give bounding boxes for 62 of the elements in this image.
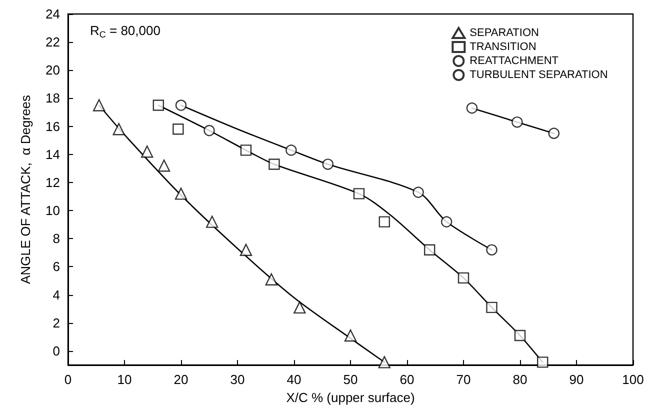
point [175, 100, 187, 111]
point [172, 124, 184, 135]
point [378, 216, 390, 228]
point [206, 216, 218, 228]
legend-label: SEPARATION [470, 27, 539, 39]
y-tick-label: 6 [52, 259, 60, 274]
y-axis-title: ANGLE OF ATTACK, α Degrees [18, 94, 33, 284]
x-tick-label: 100 [622, 372, 644, 387]
x-tick-label: 0 [64, 372, 72, 387]
y-tick-label: 8 [52, 231, 60, 246]
x-tick-label: 10 [117, 372, 132, 387]
point [240, 244, 252, 256]
x-tick-label: 30 [230, 372, 245, 387]
y-tick-label: 10 [46, 203, 60, 218]
point [458, 272, 470, 284]
y-tick-label: 22 [46, 34, 60, 50]
y-tick-label: 18 [46, 90, 60, 106]
point [268, 158, 280, 170]
legend-label: TURBULENT SEPARATION [470, 69, 608, 81]
point [514, 330, 526, 342]
x-tick-label: 60 [400, 372, 414, 387]
x-tick-label: 70 [456, 372, 471, 387]
point [152, 100, 164, 111]
y-tick-label: 16 [46, 118, 60, 134]
x-tick-label: 40 [286, 372, 302, 387]
point [112, 123, 125, 136]
point [344, 329, 357, 342]
legend-label: REATTACHMENT [470, 55, 559, 67]
point [424, 244, 436, 256]
point [548, 128, 560, 139]
point [265, 273, 278, 286]
y-tick-label: 2 [52, 315, 60, 330]
y-tick-label: 20 [46, 62, 60, 78]
y-tick-label: 4 [52, 287, 60, 302]
point [466, 102, 478, 114]
y-tick-label: 0 [52, 343, 60, 358]
point [158, 160, 170, 172]
x-tick-label: 20 [174, 372, 188, 387]
point [92, 99, 106, 112]
point [486, 244, 498, 256]
y-tick-label: 24 [46, 6, 60, 22]
point [174, 188, 188, 200]
point [512, 116, 523, 128]
y-tick-label: 12 [46, 174, 60, 190]
y-tick-label: 14 [46, 146, 60, 162]
point [286, 144, 297, 156]
point [294, 301, 306, 314]
point [378, 356, 390, 368]
legend-label: TRANSITION [470, 41, 536, 53]
point [240, 144, 252, 156]
x-tick-label: 50 [343, 372, 358, 387]
point [141, 145, 154, 158]
point [322, 158, 334, 170]
x-tick-label: 80 [512, 372, 528, 387]
point [440, 216, 452, 228]
point [412, 186, 424, 198]
point [537, 356, 548, 368]
point [486, 302, 498, 314]
x-tick-label: 90 [569, 372, 584, 387]
point [353, 188, 365, 200]
point [204, 124, 215, 136]
x-axis-title: X/C % (upper surface) [286, 390, 415, 405]
